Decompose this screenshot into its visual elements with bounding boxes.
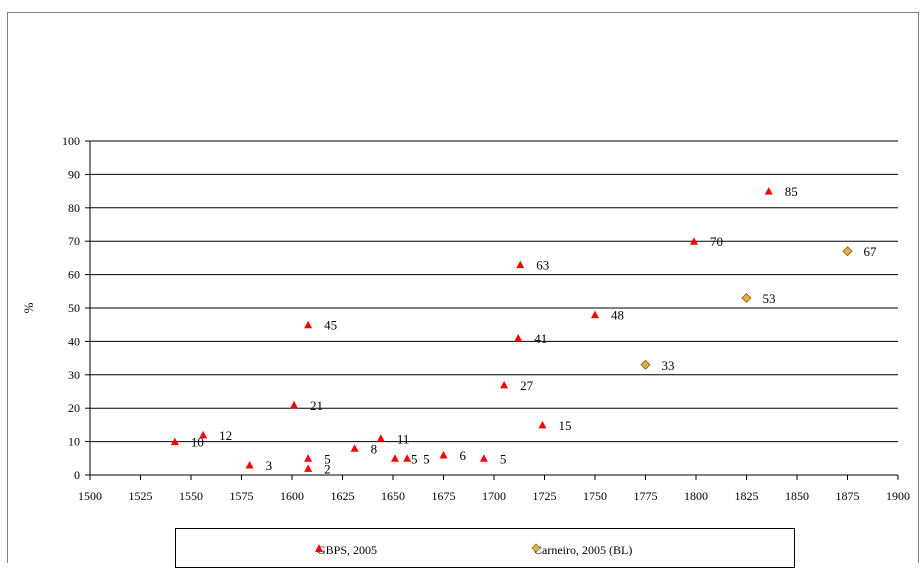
y-axis-label: % xyxy=(21,302,36,313)
data-label-gbps: 15 xyxy=(558,418,571,433)
data-point-gbps xyxy=(500,380,509,389)
data-label-carneiro: 33 xyxy=(662,358,675,373)
x-tick-label: 1700 xyxy=(482,489,506,503)
x-tick-label: 1550 xyxy=(179,489,203,503)
x-tick-label: 1575 xyxy=(230,489,254,503)
y-tick-label: 80 xyxy=(68,201,80,215)
data-point-gbps xyxy=(538,420,547,429)
y-tick-label: 70 xyxy=(68,234,80,248)
data-point-gbps xyxy=(516,260,525,269)
data-label-carneiro: 67 xyxy=(864,244,878,259)
data-point-gbps xyxy=(304,464,313,472)
y-tick-label: 100 xyxy=(62,134,80,148)
data-label-gbps: 63 xyxy=(536,258,549,273)
data-label-gbps: 21 xyxy=(310,398,323,413)
data-label-gbps: 2 xyxy=(324,461,331,476)
data-point-gbps xyxy=(591,310,599,319)
data-label-gbps: 11 xyxy=(397,431,410,446)
data-point-gbps xyxy=(304,320,313,329)
data-label-gbps: 48 xyxy=(611,308,624,323)
data-label-gbps: 5 xyxy=(411,451,418,466)
data-point-gbps xyxy=(199,430,208,439)
y-tick-label: 0 xyxy=(74,468,80,482)
y-tick-label: 50 xyxy=(68,301,80,315)
x-tick-label: 1600 xyxy=(280,489,304,503)
data-point-gbps xyxy=(304,454,313,462)
x-tick-label: 1800 xyxy=(684,489,708,503)
x-tick-label: 1875 xyxy=(836,489,860,503)
data-label-gbps: 5 xyxy=(324,451,331,466)
data-point-gbps xyxy=(764,187,773,195)
data-point-gbps xyxy=(689,237,698,245)
data-label-gbps: 8 xyxy=(371,441,378,456)
legend-item-carneiro: Carneiro, 2005 (BL) xyxy=(531,543,632,558)
data-point-gbps xyxy=(439,450,448,459)
data-label-gbps: 70 xyxy=(710,234,723,249)
data-label-gbps: 85 xyxy=(785,184,798,199)
data-label-gbps: 45 xyxy=(324,318,337,333)
data-point-carneiro xyxy=(640,359,651,370)
data-point-gbps xyxy=(245,460,254,469)
data-point-carneiro xyxy=(741,292,752,304)
data-label-carneiro: 53 xyxy=(763,291,776,306)
data-label-gbps: 5 xyxy=(423,451,430,466)
data-point-gbps xyxy=(403,454,412,462)
data-point-gbps xyxy=(479,454,488,462)
data-point-gbps xyxy=(514,334,523,342)
data-label-gbps: 27 xyxy=(520,378,534,393)
chart-legend: GBPS, 2005 Carneiro, 2005 (BL) xyxy=(175,528,795,568)
data-label-gbps: 6 xyxy=(460,448,467,463)
data-label-gbps: 12 xyxy=(219,428,232,443)
x-tick-label: 1650 xyxy=(381,489,405,503)
legend-label-gbps: GBPS, 2005 xyxy=(317,543,378,557)
diamond-marker-icon xyxy=(531,543,541,553)
x-tick-label: 1725 xyxy=(533,489,557,503)
data-point-carneiro xyxy=(842,246,853,257)
x-tick-label: 1850 xyxy=(785,489,809,503)
data-point-gbps xyxy=(376,434,385,442)
data-point-gbps xyxy=(391,454,400,462)
x-tick-label: 1525 xyxy=(129,489,153,503)
chart-frame xyxy=(7,12,919,563)
y-tick-label: 90 xyxy=(68,167,80,181)
data-point-gbps xyxy=(350,444,359,452)
data-point-gbps xyxy=(290,400,299,409)
x-tick-label: 1750 xyxy=(583,489,607,503)
x-tick-label: 1500 xyxy=(78,489,102,503)
legend-item-gbps: GBPS, 2005 xyxy=(314,543,377,558)
y-tick-label: 30 xyxy=(68,368,80,382)
data-point-gbps xyxy=(170,437,179,446)
triangle-marker-icon xyxy=(315,544,323,552)
x-tick-label: 1675 xyxy=(432,489,456,503)
x-tick-label: 1825 xyxy=(735,489,759,503)
data-label-gbps: 5 xyxy=(500,451,507,466)
legend-label-carneiro: Carneiro, 2005 (BL) xyxy=(534,543,633,557)
y-tick-label: 20 xyxy=(68,401,80,415)
x-tick-label: 1625 xyxy=(331,489,355,503)
y-tick-label: 10 xyxy=(68,435,80,449)
y-tick-label: 40 xyxy=(68,334,80,348)
data-label-gbps: 41 xyxy=(534,331,547,346)
x-tick-label: 1775 xyxy=(634,489,658,503)
x-tick-label: 1900 xyxy=(886,489,910,503)
data-label-gbps: 3 xyxy=(266,458,273,473)
y-tick-label: 60 xyxy=(68,268,80,282)
